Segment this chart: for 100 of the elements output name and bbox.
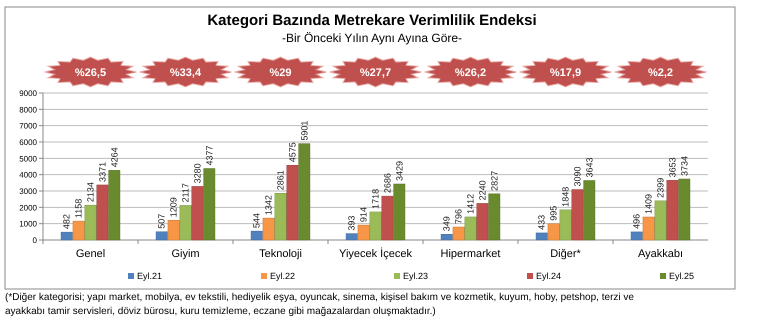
- x-tick-label: Hipermarket: [440, 248, 500, 260]
- bar: [536, 232, 548, 240]
- x-tick-label: Diğer*: [550, 248, 582, 260]
- bar: [642, 216, 655, 240]
- data-label: 3643: [584, 157, 594, 178]
- bar: [346, 233, 358, 240]
- bar: [452, 226, 465, 240]
- chart-subtitle: -Bir Önceki Yılın Aynı Ayına Göre-: [282, 31, 462, 45]
- x-tick-label: Teknoloji: [259, 248, 302, 260]
- bar: [203, 168, 216, 240]
- bar: [370, 212, 382, 240]
- x-tick-label: Ayakkabı: [638, 248, 684, 260]
- bar: [262, 218, 275, 240]
- y-tick-label: 6000: [19, 138, 38, 147]
- legend-label: Eyl.25: [669, 271, 694, 281]
- text: %27,7: [360, 67, 392, 79]
- y-tick-label: 3000: [19, 187, 38, 196]
- data-label: 496: [632, 214, 642, 229]
- y-tick-label: 2000: [19, 203, 38, 212]
- bar: [583, 180, 596, 240]
- data-label: 1718: [370, 188, 380, 209]
- data-label: 2117: [180, 183, 190, 202]
- text: %29: [269, 67, 292, 79]
- bar: [560, 210, 572, 240]
- data-label: 2399: [656, 178, 666, 198]
- y-tick-label: 5000: [19, 154, 38, 164]
- x-tick-label: Giyim: [171, 248, 200, 260]
- y-tick-label: 7000: [19, 122, 38, 131]
- data-label: 995: [548, 206, 559, 221]
- y-tick-label: 8000: [19, 105, 38, 114]
- data-label: 5901: [299, 120, 310, 141]
- chart-title: Kategori Bazında Metrekare Verimlilik Endeksi: [207, 12, 537, 29]
- data-label: 2827: [489, 170, 500, 191]
- bar: [156, 231, 168, 240]
- bar: [84, 204, 96, 240]
- data-label: 3653: [667, 157, 678, 178]
- data-label: 393: [346, 216, 357, 231]
- data-label: 1848: [560, 186, 570, 207]
- bar: [358, 224, 370, 240]
- data-label: 2861: [276, 170, 286, 190]
- data-label: 3371: [97, 162, 108, 182]
- bar: [630, 232, 643, 240]
- bar: [476, 203, 488, 240]
- bar: [678, 178, 690, 240]
- y-tick-label: 4000: [19, 170, 38, 180]
- data-label: 914: [358, 207, 369, 222]
- x-tick-label: Yiyecek İçecek: [339, 247, 412, 260]
- bar: [654, 200, 666, 240]
- y-tick-label: 9000: [19, 89, 38, 98]
- data-label: 1409: [644, 194, 654, 214]
- data-label: 2134: [86, 182, 96, 202]
- text: %26,2: [454, 67, 486, 79]
- bar: [548, 224, 560, 240]
- bar: [571, 189, 584, 240]
- data-label: 4377: [204, 145, 214, 166]
- legend-label: Eyl.21: [137, 271, 162, 281]
- text: (*Diğer kategorisi; yapı market, mobilya, ev tekstili, hediyelik eşya, oyuncak, sinema, kişisel bakım ve kozmetik, kuyum, hoby, petshop, terzi ve ayakkabı tamir servisleri, döviz bürosu, kuru temizleme, eczane gibi mağazalardan oluşmaktadır.): [5, 292, 634, 317]
- data-label: 796: [454, 208, 464, 224]
- data-label: 3090: [572, 166, 582, 187]
- bar: [108, 170, 120, 240]
- bar: [60, 232, 73, 240]
- x-tick-label: Genel: [76, 248, 106, 260]
- bar: [168, 220, 180, 240]
- bar: [96, 184, 108, 240]
- bar: [666, 180, 678, 240]
- bar: [286, 165, 298, 240]
- bar: [464, 216, 476, 240]
- bar: [381, 196, 394, 240]
- data-label: 1342: [264, 195, 274, 216]
- data-label: 2240: [477, 180, 488, 200]
- data-label: 1412: [466, 194, 476, 214]
- data-label: 482: [62, 214, 72, 230]
- bar: [191, 186, 204, 240]
- data-label: 433: [536, 214, 547, 230]
- bar: [274, 193, 286, 240]
- data-label: 3429: [394, 160, 404, 181]
- legend-label: Eyl.24: [536, 271, 562, 281]
- text: %33,4: [170, 67, 202, 79]
- bar: [250, 230, 263, 240]
- text: %2,2: [648, 67, 674, 79]
- data-label: 507: [156, 214, 167, 229]
- data-label: 1158: [74, 198, 84, 218]
- data-label: 3280: [192, 163, 202, 184]
- data-label: 4575: [287, 142, 298, 162]
- legend-label: Eyl.22: [270, 271, 296, 281]
- y-tick-label: 0: [32, 236, 38, 245]
- data-label: 544: [252, 213, 262, 228]
- bar: [488, 194, 500, 240]
- data-label: 349: [442, 216, 452, 232]
- data-label: 1209: [168, 197, 179, 218]
- text: %26,5: [74, 67, 106, 79]
- bar: [440, 234, 453, 240]
- bar: [298, 143, 310, 240]
- data-label: 4264: [109, 147, 120, 168]
- bar: [180, 205, 192, 240]
- y-tick-label: 1000: [19, 220, 38, 229]
- data-label: 3734: [679, 156, 690, 176]
- bar: [72, 220, 85, 240]
- legend-label: Eyl.23: [403, 271, 428, 281]
- text: %17,9: [550, 67, 582, 79]
